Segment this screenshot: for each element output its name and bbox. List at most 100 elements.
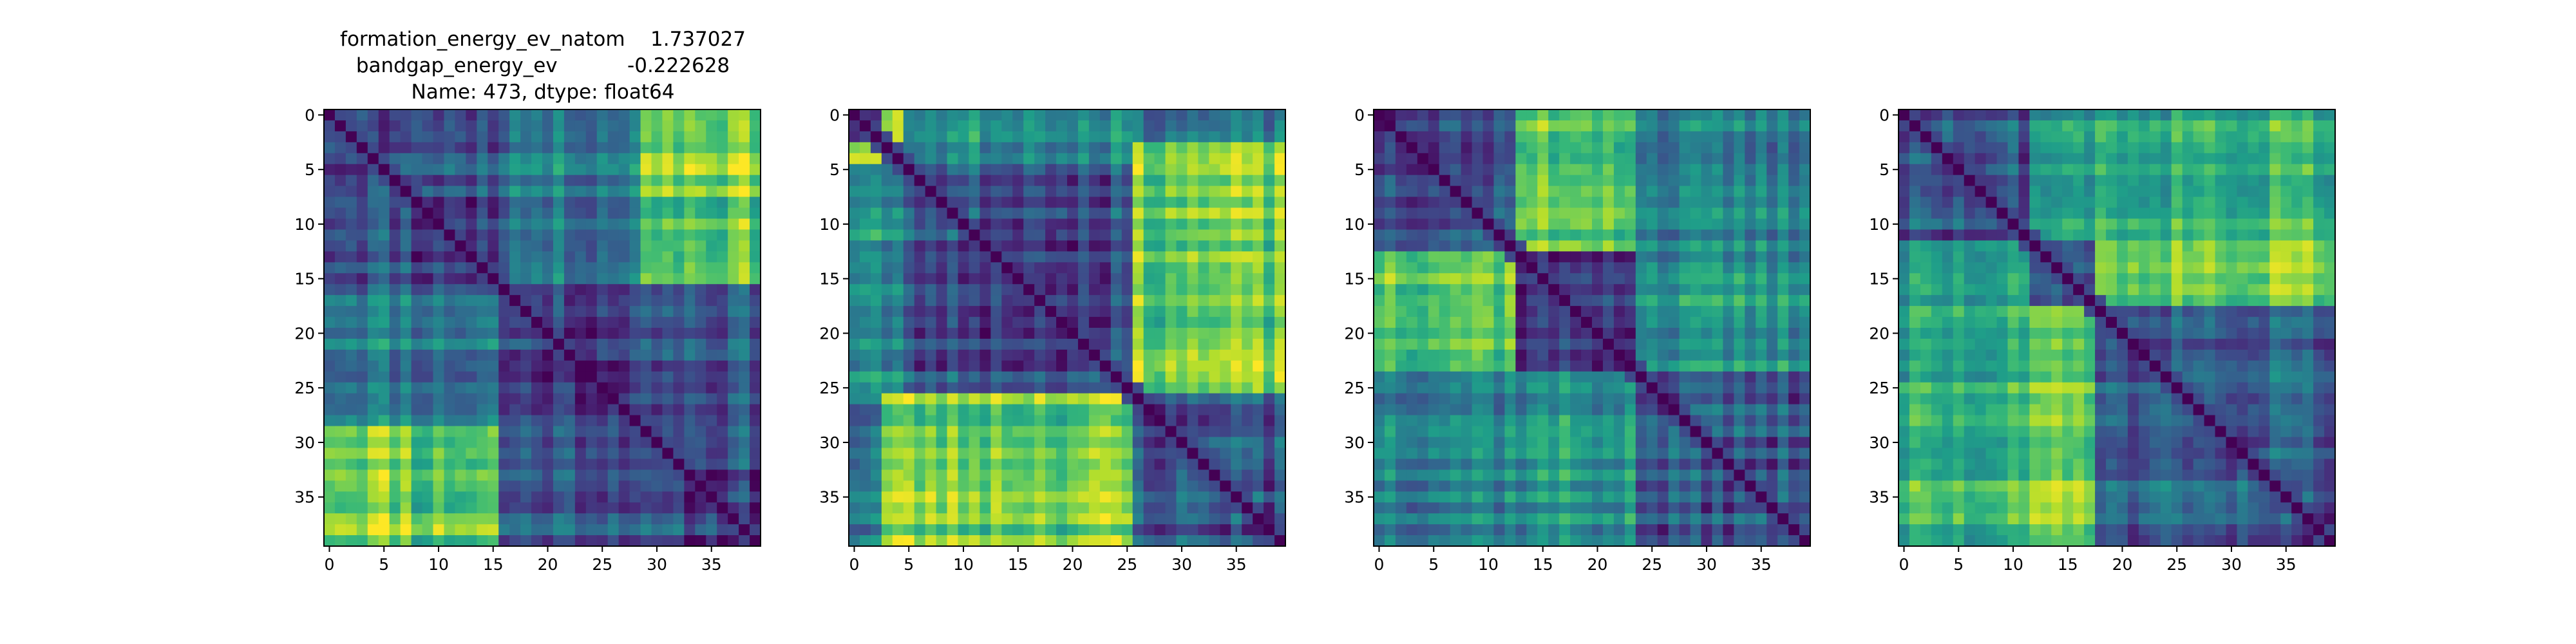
heatmap-cell <box>1176 207 1188 219</box>
heatmap-cell <box>1712 295 1723 307</box>
heatmap-cell <box>1023 306 1035 317</box>
heatmap-cell <box>531 535 543 547</box>
heatmap-cell <box>1056 328 1068 339</box>
heatmap-cell <box>1581 459 1593 470</box>
heatmap-cell <box>422 502 433 514</box>
heatmap-cell <box>1766 185 1778 198</box>
heatmap-cell <box>553 284 565 296</box>
heatmap-cell <box>859 229 871 241</box>
heatmap-cell <box>1624 240 1636 252</box>
heatmap-cell <box>531 426 543 437</box>
heatmap-cell <box>859 437 871 448</box>
heatmap-cell <box>1001 185 1013 198</box>
heatmap-cell <box>706 273 717 285</box>
heatmap-cell <box>881 175 893 187</box>
heatmap-cell <box>466 393 477 405</box>
heatmap-cell <box>389 535 401 547</box>
heatmap-cell <box>914 240 926 252</box>
heatmap-cell <box>488 426 499 437</box>
heatmap-cell <box>2062 109 2074 121</box>
heatmap-cell <box>411 524 423 536</box>
x-tick-label: 10 <box>1478 555 1499 574</box>
heatmap-cell <box>345 251 357 263</box>
heatmap-cell <box>542 218 554 230</box>
heatmap-cell <box>728 251 739 263</box>
heatmap-cell <box>903 328 915 339</box>
heatmap-cell <box>1909 109 1921 121</box>
heatmap-cell <box>1581 295 1593 307</box>
heatmap-cell <box>411 306 423 317</box>
heatmap-cell <box>2018 120 2030 132</box>
heatmap-cell <box>356 251 368 263</box>
heatmap-cell <box>1231 393 1242 405</box>
heatmap-cell <box>1231 185 1242 198</box>
heatmap-cell <box>455 338 466 350</box>
heatmap-cell <box>640 524 652 536</box>
heatmap-cell <box>629 120 641 132</box>
heatmap-cell <box>1187 338 1198 350</box>
heatmap-cell <box>1056 164 1068 176</box>
heatmap-cell <box>1067 437 1079 448</box>
heatmap-cell <box>422 251 433 263</box>
heatmap-cell <box>914 535 926 547</box>
heatmap-cell <box>2007 120 2019 132</box>
heatmap-cell <box>1088 393 1101 405</box>
heatmap-cell <box>1624 360 1636 372</box>
heatmap-cell <box>1374 295 1385 307</box>
heatmap-cell <box>728 349 739 361</box>
heatmap-cell <box>574 120 587 132</box>
heatmap-cell <box>607 317 620 328</box>
heatmap-cell <box>345 317 357 328</box>
heatmap-cell <box>1548 459 1560 470</box>
heatmap-cell <box>914 459 926 470</box>
heatmap-cell <box>607 404 620 416</box>
heatmap-cell <box>1253 284 1264 296</box>
heatmap-cell <box>1231 371 1242 383</box>
heatmap-cell <box>1766 328 1778 339</box>
heatmap-cell <box>870 524 882 536</box>
heatmap-cell <box>1242 240 1253 252</box>
heatmap-cell <box>739 338 750 350</box>
heatmap-cell <box>585 218 598 230</box>
heatmap-cell <box>1756 328 1767 339</box>
heatmap-cell <box>1264 437 1275 448</box>
heatmap-cell <box>662 306 674 317</box>
heatmap-cell <box>378 207 390 219</box>
heatmap-cell <box>1701 404 1712 416</box>
heatmap-cell <box>1132 393 1144 405</box>
heatmap-cell <box>1472 306 1483 317</box>
heatmap-cell <box>914 382 926 394</box>
heatmap-cell <box>553 218 565 230</box>
heatmap-cell <box>422 317 433 328</box>
heatmap-cell <box>1461 218 1473 230</box>
heatmap-cell <box>585 524 598 536</box>
heatmap-cell <box>1034 535 1046 547</box>
y-tick-label: 35 <box>1344 488 1365 507</box>
heatmap-cell <box>903 142 915 154</box>
heatmap-cell <box>684 524 696 536</box>
heatmap-cell <box>870 262 882 274</box>
heatmap-cell <box>914 317 926 328</box>
heatmap-cell <box>1450 164 1462 176</box>
heatmap-cell <box>1668 185 1680 198</box>
heatmap-cell <box>1176 164 1188 176</box>
heatmap-cell <box>542 240 554 252</box>
heatmap-cell <box>1187 153 1198 165</box>
heatmap-cell <box>585 131 598 143</box>
heatmap-cell <box>1570 175 1582 187</box>
heatmap-cell <box>1099 349 1112 361</box>
heatmap-cell <box>706 164 717 176</box>
heatmap-cell <box>1592 317 1604 328</box>
heatmap-cell <box>433 382 444 394</box>
heatmap-cell <box>947 273 958 285</box>
heatmap-cell <box>640 404 652 416</box>
heatmap-cell <box>455 349 466 361</box>
heatmap-cell <box>585 142 598 154</box>
heatmap-cell <box>706 262 717 274</box>
heatmap-cell <box>564 448 576 459</box>
heatmap-cell <box>881 404 893 416</box>
heatmap-cell <box>1592 338 1604 350</box>
heatmap-cell <box>1220 502 1231 514</box>
heatmap-cell <box>881 491 893 503</box>
heatmap-cell <box>520 459 532 470</box>
